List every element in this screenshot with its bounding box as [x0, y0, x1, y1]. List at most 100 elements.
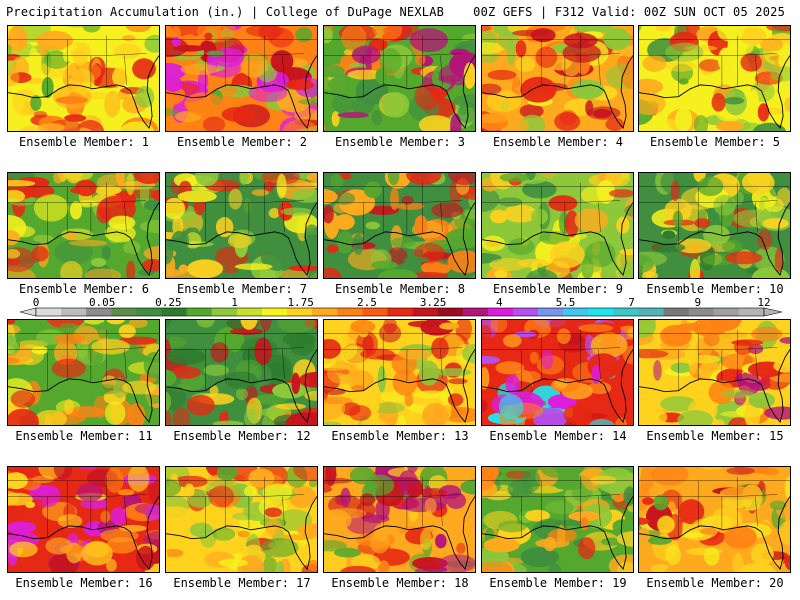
colorbar-tick-label: 2.5 — [357, 296, 377, 309]
ensemble-member-label: Ensemble Member: 5 — [649, 135, 781, 149]
precip-map-panel — [481, 466, 634, 573]
colorbar-swatch — [61, 308, 87, 316]
ensemble-member-label: Ensemble Member: 7 — [176, 282, 308, 296]
colorbar-tick-label: 9 — [694, 296, 701, 309]
colorbar-swatch — [663, 308, 689, 316]
precip-field — [8, 173, 159, 278]
precip-map-panel — [165, 172, 318, 279]
ensemble-member-label: Ensemble Member: 15 — [646, 429, 784, 443]
colorbar-tick-label: 3.25 — [420, 296, 447, 309]
colorbar-swatch — [211, 308, 238, 316]
colorbar-swatch — [387, 308, 413, 316]
precip-field — [166, 26, 317, 131]
precip-map-panel — [638, 25, 791, 132]
ensemble-member-label: Ensemble Member: 16 — [15, 576, 153, 590]
precip-field — [482, 26, 633, 131]
ensemble-member-label: Ensemble Member: 1 — [18, 135, 150, 149]
precip-field — [324, 320, 475, 425]
ensemble-member-label: Ensemble Member: 2 — [176, 135, 308, 149]
colorbar-swatch — [638, 308, 664, 316]
ensemble-member-label: Ensemble Member: 6 — [18, 282, 150, 296]
precip-map-panel — [323, 319, 476, 426]
precip-field — [482, 467, 633, 572]
colorbar-swatch — [462, 308, 489, 316]
colorbar-swatch — [613, 308, 639, 316]
colorbar-swatch — [437, 308, 464, 316]
colorbar-swatch — [412, 308, 438, 316]
precip-field — [166, 173, 317, 278]
precip-field — [324, 467, 475, 572]
colorbar-swatch — [487, 308, 514, 316]
precip-map-panel — [165, 25, 318, 132]
precip-field — [639, 173, 790, 278]
colorbar-tick-label: 1.75 — [287, 296, 314, 309]
colorbar-swatch — [287, 308, 313, 316]
ensemble-member-label: Ensemble Member: 10 — [646, 282, 784, 296]
colorbar-tick-label: 0.05 — [89, 296, 116, 309]
precip-map-panel — [481, 172, 634, 279]
precip-map-panel — [481, 319, 634, 426]
model-run-label: 00Z GEFS | F312 Valid: 00Z SUN OCT 05 20… — [473, 5, 785, 19]
colorbar-tick-label: 0.25 — [155, 296, 182, 309]
precip-map-panel — [323, 25, 476, 132]
colorbar-tick-label: 12 — [757, 296, 770, 309]
ensemble-member-label: Ensemble Member: 19 — [489, 576, 627, 590]
colorbar-swatch — [111, 308, 137, 316]
ensemble-member-label: Ensemble Member: 9 — [492, 282, 624, 296]
colorbar-tick-label: 0 — [33, 296, 40, 309]
precip-field — [8, 26, 159, 131]
colorbar-swatch — [688, 308, 715, 316]
colorbar-swatch — [36, 308, 62, 316]
ensemble-member-label: Ensemble Member: 4 — [492, 135, 624, 149]
colorbar-swatch — [563, 308, 589, 316]
ensemble-member-label: Ensemble Member: 3 — [334, 135, 466, 149]
ensemble-member-label: Ensemble Member: 13 — [331, 429, 469, 443]
colorbar-swatch — [86, 308, 112, 316]
colorbar-tick-label: 1 — [231, 296, 238, 309]
colorbar-swatch — [588, 308, 614, 316]
precip-field — [166, 320, 317, 425]
precip-map-panel — [638, 172, 791, 279]
colorbar-graphic: 0 0.05 0.25 1 1.75 2.5 3.25 4 5.5 7 9 12 — [19, 296, 783, 317]
colorbar-swatch — [362, 308, 388, 316]
precip-map-panel — [323, 466, 476, 573]
precip-map-panel — [638, 466, 791, 573]
precip-map-panel — [481, 25, 634, 132]
ensemble-member-label: Ensemble Member: 8 — [334, 282, 466, 296]
ensemble-member-label: Ensemble Member: 12 — [173, 429, 311, 443]
precip-map-panel — [7, 25, 160, 132]
colorbar-tick-label: 7 — [628, 296, 635, 309]
ensemble-member-label: Ensemble Member: 17 — [173, 576, 311, 590]
colorbar-swatch — [713, 308, 740, 316]
colorbar-swatch — [538, 308, 564, 316]
precip-field — [639, 26, 790, 131]
precip-field — [166, 467, 317, 572]
ensemble-member-label: Ensemble Member: 20 — [646, 576, 784, 590]
colorbar-swatch — [512, 308, 539, 316]
precip-map-panel — [7, 172, 160, 279]
colorbar-swatch — [738, 308, 765, 316]
precip-field — [8, 320, 159, 425]
colorbar-tick-label: 5.5 — [556, 296, 576, 309]
colorbar: 0 0.05 0.25 1 1.75 2.5 3.25 4 5.5 7 9 12 — [0, 296, 800, 320]
colorbar-swatch — [186, 308, 213, 316]
precip-field — [482, 173, 633, 278]
colorbar-swatch — [312, 308, 338, 316]
ensemble-member-label: Ensemble Member: 14 — [489, 429, 627, 443]
colorbar-max-arrow — [763, 307, 783, 317]
precip-map-panel — [638, 319, 791, 426]
colorbar-swatch — [261, 308, 288, 316]
precip-map-panel — [323, 172, 476, 279]
precip-field — [324, 173, 475, 278]
precip-map-panel — [7, 319, 160, 426]
colorbar-swatch — [236, 308, 263, 316]
precip-field — [8, 467, 159, 572]
precip-field — [324, 26, 475, 131]
precip-field — [639, 320, 790, 425]
precip-field — [639, 467, 790, 572]
colorbar-tick-label: 4 — [496, 296, 503, 309]
precip-map-panel — [7, 466, 160, 573]
precip-map-panel — [165, 466, 318, 573]
ensemble-member-label: Ensemble Member: 18 — [331, 576, 469, 590]
colorbar-min-arrow — [19, 307, 37, 317]
